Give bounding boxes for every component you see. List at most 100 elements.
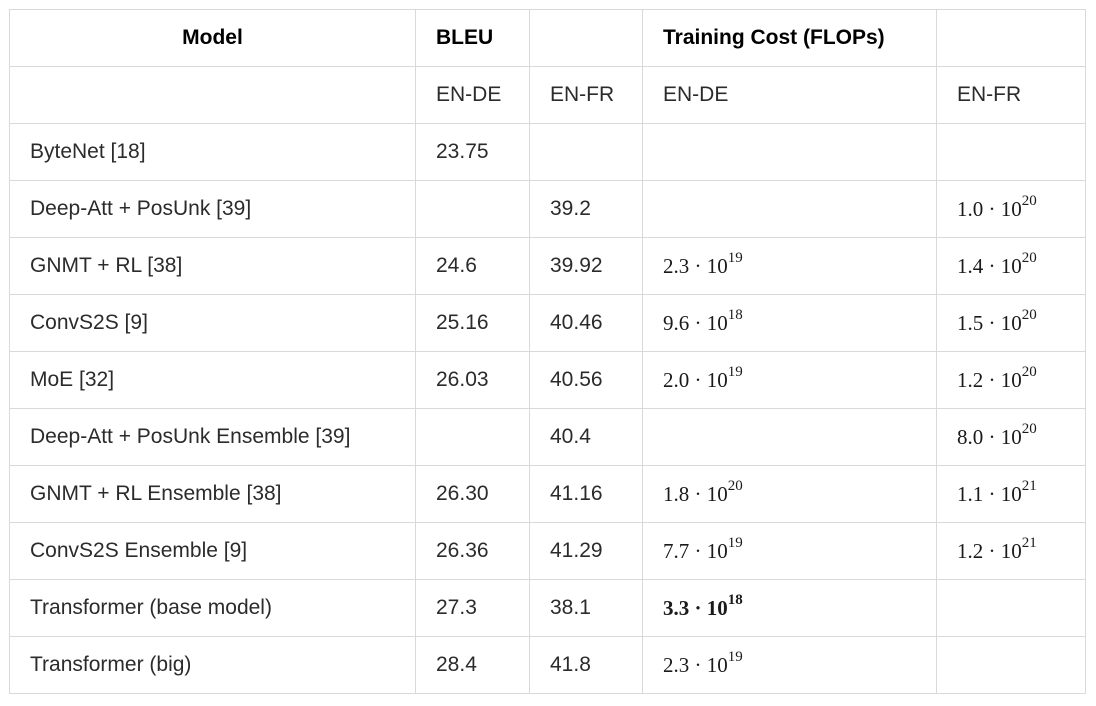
header-training-cost: Training Cost (FLOPs) [642,9,937,67]
cell-bleu-en-de [415,408,530,466]
cost-mantissa: 1.5 · 10 [957,310,1022,335]
cost-exponent: 19 [727,363,743,380]
cell-bleu-en-de: 27.3 [415,579,530,637]
cell-bleu-en-fr [529,123,643,181]
header-blank [529,9,643,67]
cost-mantissa: 1.2 · 10 [957,538,1022,563]
cell-bleu-en-fr: 39.92 [529,237,643,295]
table-row: Deep-Att + PosUnk [39] 39.2 1.0 · 1020 [9,180,1086,238]
cost-mantissa: 1.8 · 10 [663,481,728,506]
cost-mantissa: 1.0 · 10 [957,196,1022,221]
cell-bleu-en-de [415,180,530,238]
cell-cost-en-de: 2.3 · 1019 [642,237,937,295]
cell-bleu-en-fr: 41.8 [529,636,643,694]
subheader-bleu-en-fr: EN-FR [529,66,643,124]
cost-exponent: 20 [1021,420,1037,437]
cell-bleu-en-fr: 40.56 [529,351,643,409]
cell-cost-en-fr: 1.2 · 1020 [936,351,1086,409]
table-row: GNMT + RL [38] 24.6 39.92 2.3 · 1019 1.4 · 1… [9,237,1086,295]
cell-cost-en-fr: 1.4 · 1020 [936,237,1086,295]
cell-cost-en-fr [936,123,1086,181]
subheader-cost-en-de: EN-DE [642,66,937,124]
cost-mantissa: 1.4 · 10 [957,253,1022,278]
cost-exponent: 18 [727,306,743,323]
cell-cost-en-de [642,123,937,181]
table-row: MoE [32] 26.03 40.56 2.0 · 1019 1.2 · 1020 [9,351,1086,409]
cost-exponent: 20 [727,477,743,494]
header-row: Model BLEU Training Cost (FLOPs) [9,9,1086,67]
cell-bleu-en-de: 25.16 [415,294,530,352]
cell-model: MoE [32] [9,351,416,409]
cell-bleu-en-de: 23.75 [415,123,530,181]
cell-bleu-en-de: 26.03 [415,351,530,409]
table-row: Transformer (base model) 27.3 38.1 3.3 · 10… [9,579,1086,637]
cost-mantissa: 2.3 · 10 [663,253,728,278]
cost-exponent: 19 [727,648,743,665]
cell-bleu-en-fr: 40.4 [529,408,643,466]
cell-bleu-en-fr: 38.1 [529,579,643,637]
results-table: Model BLEU Training Cost (FLOPs) EN-DE E… [9,9,1086,694]
cost-mantissa: 3.3 · 10 [663,595,728,620]
subheader-bleu-en-de: EN-DE [415,66,530,124]
cell-model: GNMT + RL [38] [9,237,416,295]
cell-model: Transformer (base model) [9,579,416,637]
cost-exponent: 18 [727,591,743,608]
cell-bleu-en-de: 28.4 [415,636,530,694]
cost-mantissa: 1.1 · 10 [957,481,1022,506]
table-row: GNMT + RL Ensemble [38] 26.30 41.16 1.8 · 1… [9,465,1086,523]
cell-cost-en-fr [936,579,1086,637]
cell-cost-en-fr: 1.0 · 1020 [936,180,1086,238]
cell-cost-en-de: 1.8 · 1020 [642,465,937,523]
cell-bleu-en-de: 24.6 [415,237,530,295]
cell-bleu-en-de: 26.36 [415,522,530,580]
cost-mantissa: 9.6 · 10 [663,310,728,335]
cell-cost-en-de: 2.0 · 1019 [642,351,937,409]
cell-bleu-en-fr: 39.2 [529,180,643,238]
cell-bleu-en-de: 26.30 [415,465,530,523]
subheader-cost-en-fr: EN-FR [936,66,1086,124]
cell-model: ByteNet [18] [9,123,416,181]
cost-exponent: 19 [727,534,743,551]
cell-model: Deep-Att + PosUnk Ensemble [39] [9,408,416,466]
header-bleu: BLEU [415,9,530,67]
cell-cost-en-fr: 8.0 · 1020 [936,408,1086,466]
cell-model: ConvS2S Ensemble [9] [9,522,416,580]
cell-model: ConvS2S [9] [9,294,416,352]
cost-mantissa: 2.3 · 10 [663,652,728,677]
cell-cost-en-de [642,408,937,466]
cost-mantissa: 2.0 · 10 [663,367,728,392]
cost-mantissa: 1.2 · 10 [957,367,1022,392]
cost-exponent: 21 [1021,477,1037,494]
cell-cost-en-fr: 1.2 · 1021 [936,522,1086,580]
cost-exponent: 20 [1021,363,1037,380]
cell-model: Transformer (big) [9,636,416,694]
cell-cost-en-de [642,180,937,238]
cost-exponent: 19 [727,249,743,266]
cost-mantissa: 7.7 · 10 [663,538,728,563]
cell-cost-en-fr: 1.5 · 1020 [936,294,1086,352]
cell-cost-en-de: 9.6 · 1018 [642,294,937,352]
cost-exponent: 20 [1021,306,1037,323]
cost-exponent: 20 [1021,249,1037,266]
subheader-model [9,66,416,124]
cost-exponent: 21 [1021,534,1037,551]
table-row: ConvS2S [9] 25.16 40.46 9.6 · 1018 1.5 · 102… [9,294,1086,352]
cost-exponent: 20 [1021,192,1037,209]
cell-cost-en-fr [936,636,1086,694]
cell-cost-en-de: 3.3 · 1018 [642,579,937,637]
table-row: ByteNet [18] 23.75 [9,123,1086,181]
cell-model: GNMT + RL Ensemble [38] [9,465,416,523]
cell-bleu-en-fr: 41.16 [529,465,643,523]
table-row: ConvS2S Ensemble [9] 26.36 41.29 7.7 · 1019… [9,522,1086,580]
table-row: Deep-Att + PosUnk Ensemble [39] 40.4 8.0 ·… [9,408,1086,466]
cell-bleu-en-fr: 40.46 [529,294,643,352]
header-model: Model [9,9,416,67]
table-row: Transformer (big) 28.4 41.8 2.3 · 1019 [9,636,1086,694]
header-blank-2 [936,9,1086,67]
cell-model: Deep-Att + PosUnk [39] [9,180,416,238]
subheader-row: EN-DE EN-FR EN-DE EN-FR [9,66,1086,124]
cell-cost-en-de: 2.3 · 1019 [642,636,937,694]
cost-mantissa: 8.0 · 10 [957,424,1022,449]
cell-cost-en-de: 7.7 · 1019 [642,522,937,580]
cell-bleu-en-fr: 41.29 [529,522,643,580]
